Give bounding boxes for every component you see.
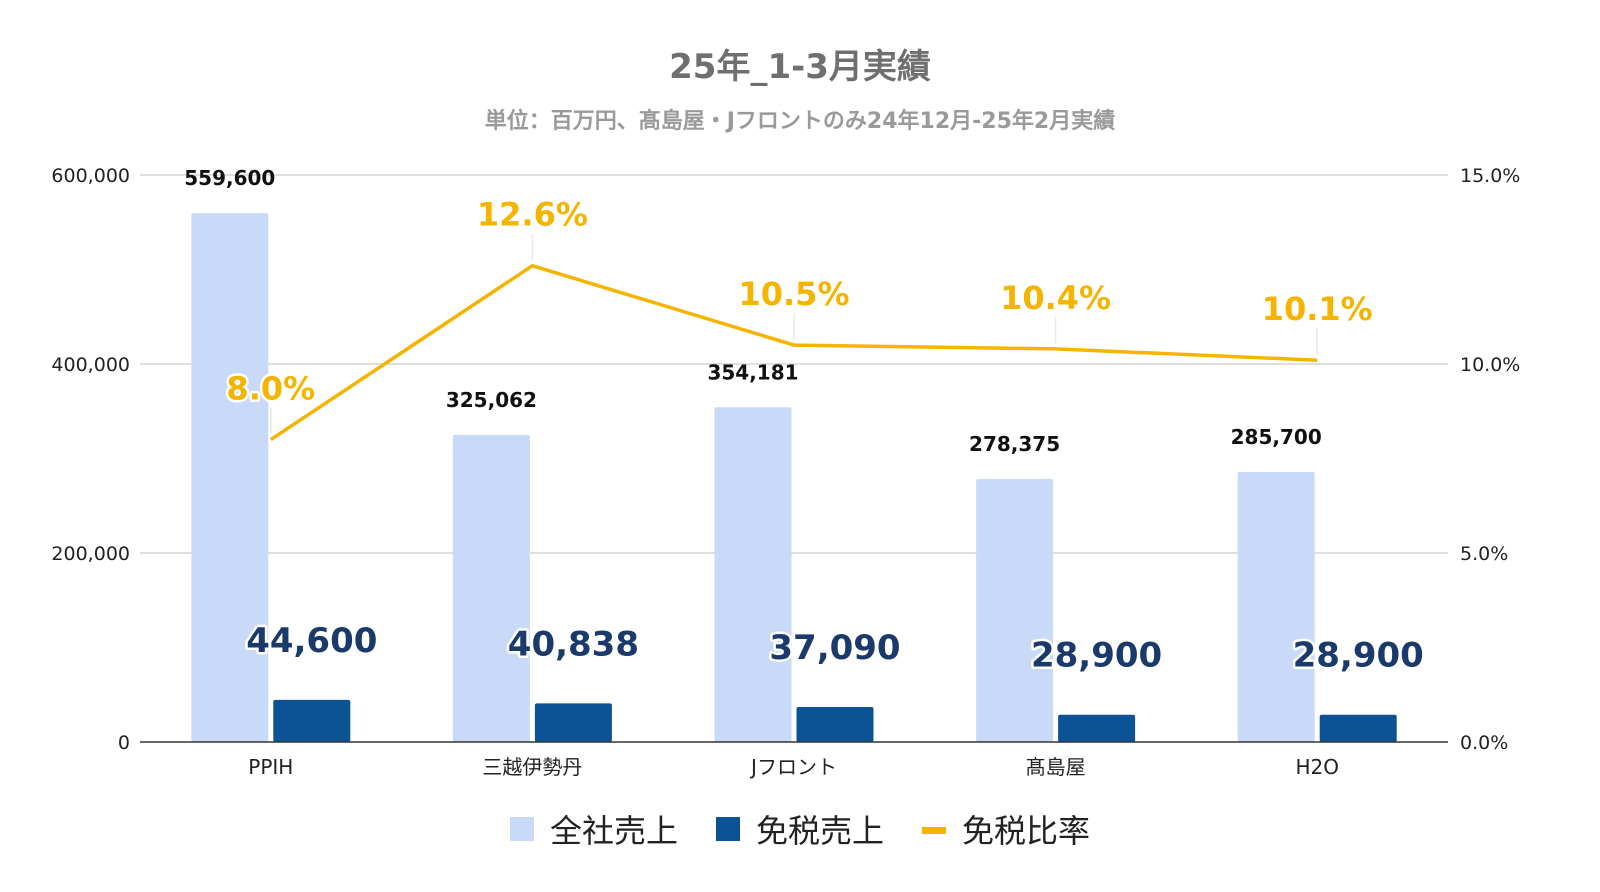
bar-total-sales <box>714 407 792 742</box>
x-category-label: H2O <box>1295 755 1339 779</box>
y-right-tick-label: 10.0% <box>1460 354 1520 376</box>
axes: 0 200,000 400,000 600,000 0.0% 5.0% 10.0% 15.0%… <box>51 165 1520 779</box>
chart-title: 25年_1-3月実績 <box>669 47 931 87</box>
legend-swatch <box>922 827 946 834</box>
label-duty-free-sales: 28,900 <box>1293 636 1424 676</box>
bar-duty-free-sales <box>1058 714 1136 742</box>
bar-total-sales <box>976 478 1054 742</box>
x-category-label: Jフロント <box>749 755 837 779</box>
data-labels: 559,600 44,600 325,062 40,838 354,181 37,090 2… <box>184 166 1426 678</box>
bar-total-sales <box>1237 472 1315 742</box>
bar-total-sales <box>452 434 530 742</box>
label-duty-free-sales: 37,090 <box>769 628 900 668</box>
gridlines <box>140 174 1448 554</box>
y-right-tick-label: 15.0% <box>1460 165 1520 187</box>
chart-subtitle: 単位：百万円、髙島屋・Jフロントのみ24年12月-25年2月実績 <box>485 108 1115 134</box>
bar-duty-free-sales <box>534 703 612 742</box>
x-category-label: 髙島屋 <box>1026 755 1086 779</box>
legend-label: 全社売上 <box>550 812 678 850</box>
bar-total-sales <box>191 213 269 743</box>
y-left-tick-label: 200,000 <box>51 543 130 565</box>
label-total-sales: 559,600 <box>184 166 275 190</box>
label-total-sales: 278,375 <box>969 432 1060 456</box>
label-duty-free-sales: 28,900 <box>1031 636 1162 676</box>
y-right-tick-label: 5.0% <box>1460 543 1508 565</box>
legend-label: 免税比率 <box>962 812 1090 850</box>
bars <box>191 213 1397 743</box>
y-left-tick-label: 600,000 <box>51 165 130 187</box>
legend-swatch <box>510 817 534 841</box>
bar-duty-free-sales <box>273 699 351 742</box>
label-total-sales: 325,062 <box>446 388 537 412</box>
x-category-label: 三越伊勢丹 <box>482 755 582 779</box>
bar-duty-free-sales <box>796 706 874 742</box>
label-total-sales: 285,700 <box>1231 425 1322 449</box>
ratio-line <box>269 233 1318 442</box>
label-duty-free-ratio: 10.5% <box>738 275 849 313</box>
x-category-label: PPIH <box>248 755 293 779</box>
label-duty-free-sales: 40,838 <box>508 624 639 664</box>
label-duty-free-ratio: 12.6% <box>477 196 588 234</box>
y-left-tick-label: 0 <box>118 732 130 754</box>
label-duty-free-ratio: 8.0% <box>226 370 315 408</box>
label-duty-free-ratio: 10.4% <box>1000 279 1111 317</box>
y-right-tick-label: 0.0% <box>1460 732 1508 754</box>
legend-swatch <box>716 817 740 841</box>
label-duty-free-sales: 44,600 <box>246 621 377 661</box>
label-duty-free-ratio: 10.1% <box>1262 290 1373 328</box>
ratio-polyline <box>269 263 1318 442</box>
label-total-sales: 354,181 <box>707 360 798 384</box>
legend: 全社売上 免税売上 免税比率 <box>510 812 1090 850</box>
y-left-tick-label: 400,000 <box>51 354 130 376</box>
bar-duty-free-sales <box>1319 714 1397 742</box>
legend-label: 免税売上 <box>756 812 884 850</box>
